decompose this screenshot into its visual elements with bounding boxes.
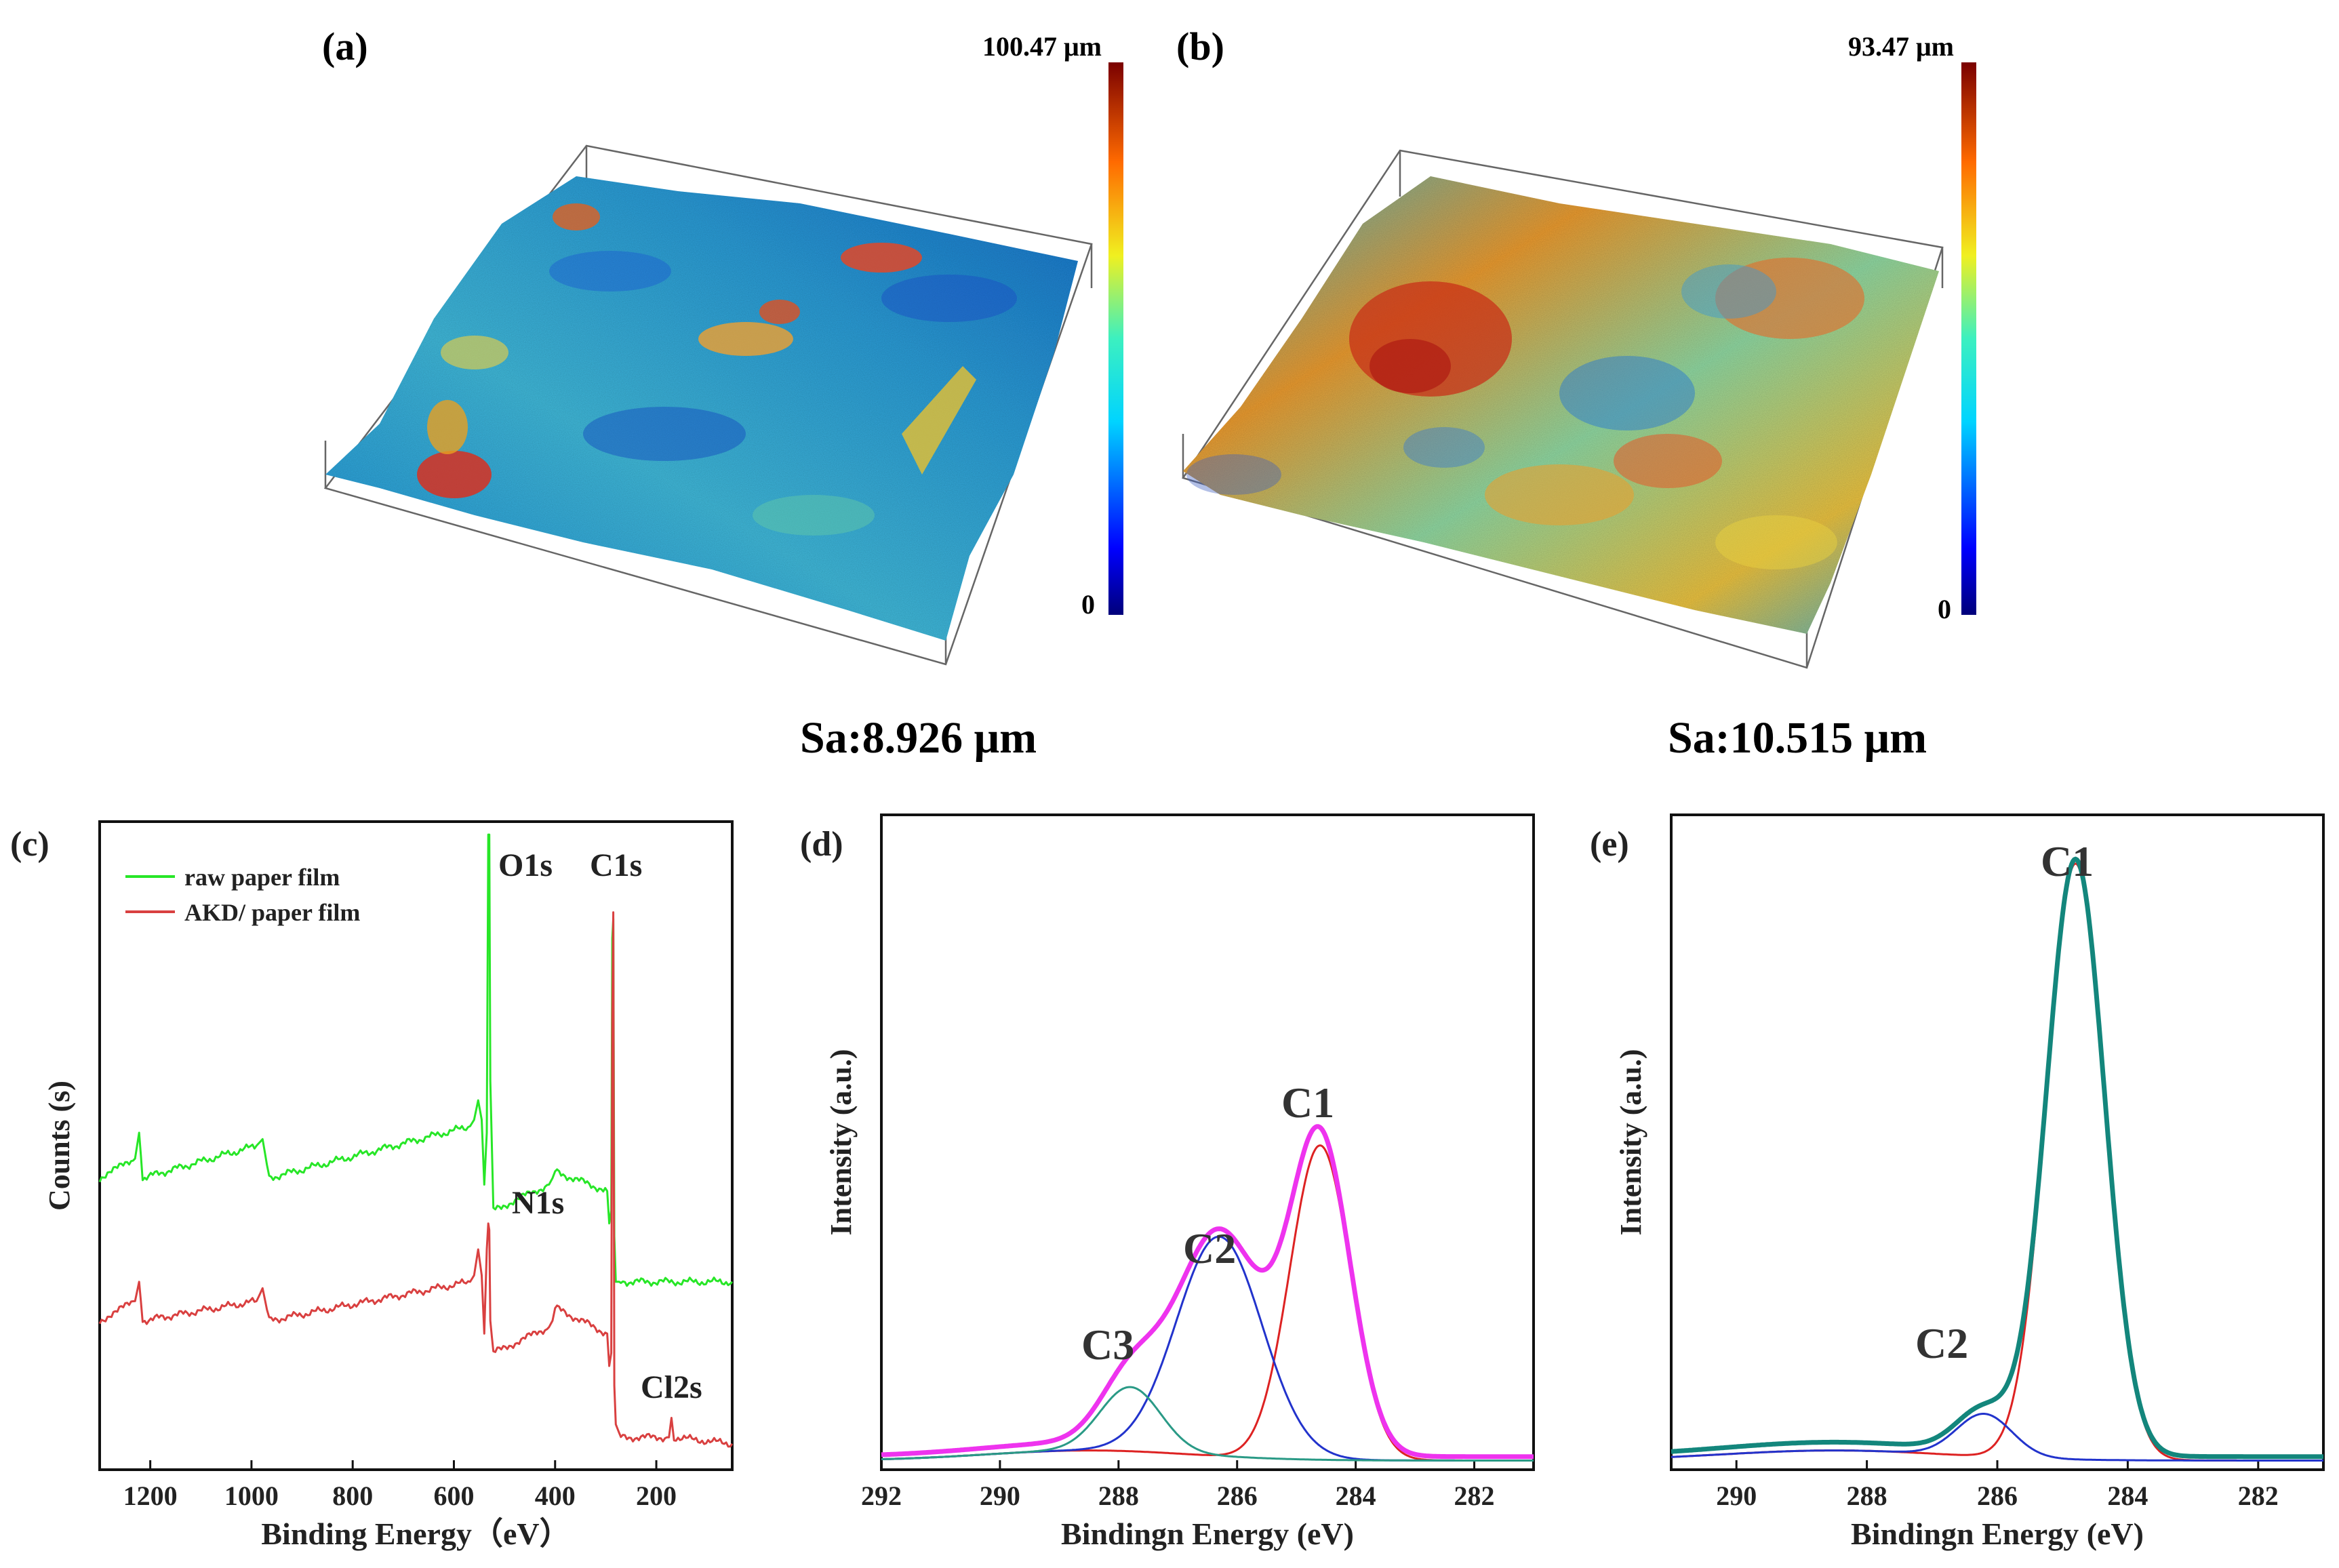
peak-label-e-c2: C2 — [1915, 1319, 1968, 1367]
y-axis-label-d: Intensity (a.u.) — [824, 1049, 858, 1235]
panel-b-box — [1182, 149, 1944, 669]
component-curve-e-c2 — [1671, 1413, 2323, 1462]
envelope-curve-e — [1670, 856, 2325, 1460]
plot-frame-c — [98, 820, 734, 1471]
series-line-c-0 — [98, 833, 734, 1287]
legend-label-c-0: raw paper film — [184, 864, 340, 891]
panel-a-sa: Sa:8.926 μm — [800, 713, 1037, 763]
series-line-c-1 — [98, 911, 734, 1448]
panel-tag-c: (c) — [10, 825, 49, 864]
chart-c: 1200 1000 800 600 400 200 Binding Energy（eV） Co… — [10, 820, 734, 1551]
x-axis-label-e: Bindingn Energy (eV) — [1851, 1516, 2144, 1551]
x-tick-label-d-4: 284 — [1336, 1481, 1376, 1511]
component-curve-d-c1 — [881, 1144, 1534, 1462]
x-tick-label-c-0: 1200 — [123, 1481, 178, 1511]
panel-b-colorbar — [1961, 62, 1976, 615]
panel-b-surface — [1183, 176, 1939, 634]
panel-a-tag: (a) — [322, 24, 368, 68]
x-tick-label-e-1: 288 — [1847, 1481, 1887, 1511]
peak-label-c-1: C1s — [590, 847, 642, 883]
x-tick-label-d-0: 292 — [861, 1481, 902, 1511]
panel-b-tag: (b) — [1176, 24, 1224, 68]
panel-tag-d: (d) — [800, 825, 843, 864]
x-tick-label-d-2: 288 — [1098, 1481, 1139, 1511]
x-tick-label-e-0: 290 — [1716, 1481, 1757, 1511]
x-tick-label-e-3: 284 — [2107, 1481, 2148, 1511]
peak-label-c-3: Cl2s — [641, 1369, 702, 1405]
panel-b-colorbar-max: 93.47 μm — [1848, 31, 1954, 62]
peak-label-c-2: N1s — [512, 1185, 564, 1221]
x-tick-label-c-5: 200 — [636, 1481, 677, 1511]
peak-label-d-c1: C1 — [1281, 1079, 1334, 1127]
plot-frame-e — [1670, 813, 2325, 1471]
component-curve-d-c3 — [881, 1386, 1534, 1462]
envelope-curve-d — [880, 1124, 1535, 1460]
legend-label-c-1: AKD/ paper film — [184, 899, 360, 926]
x-tick-label-d-1: 290 — [980, 1481, 1020, 1511]
peak-label-d-c3: C3 — [1081, 1321, 1134, 1369]
peak-label-d-c2: C2 — [1183, 1224, 1236, 1272]
x-tick-label-c-2: 800 — [332, 1481, 373, 1511]
panel-b-colorbar-min: 0 — [1938, 594, 1951, 624]
peak-label-c-0: O1s — [498, 847, 553, 883]
x-tick-label-c-1: 1000 — [224, 1481, 279, 1511]
panel-a-colorbar — [1108, 62, 1123, 615]
x-tick-label-e-4: 282 — [2238, 1481, 2279, 1511]
panel-a-colorbar-min: 0 — [1081, 589, 1095, 620]
chart-d: 292 290 288 286 284 282 Bindingn Energy (eV) In… — [800, 813, 1535, 1551]
x-tick-label-c-4: 400 — [535, 1481, 576, 1511]
x-axis-label-c: Binding Energy（eV） — [261, 1516, 570, 1551]
panel-b: (b) 93.47 μm 0 Sa:10.515 μm — [1176, 24, 1976, 763]
x-tick-label-c-3: 600 — [433, 1481, 474, 1511]
panel-b-sa: Sa:10.515 μm — [1668, 713, 1927, 763]
y-axis-label-c: Counts (s) — [43, 1081, 76, 1211]
chart-e: 290 288 286 284 282 Bindingn Energy (eV) Inten… — [1590, 813, 2325, 1551]
panel-a-colorbar-max: 100.47 μm — [982, 31, 1102, 62]
y-axis-label-e: Intensity (a.u.) — [1614, 1049, 1647, 1235]
panel-b-features — [1186, 258, 1864, 569]
peak-label-e-c1: C1 — [2041, 837, 2094, 885]
x-tick-label-d-3: 286 — [1217, 1481, 1258, 1511]
x-tick-label-e-2: 286 — [1977, 1481, 2018, 1511]
panel-a: (a) 100.47 μm 0 Sa:8.926 — [322, 24, 1123, 763]
panel-a-features — [417, 203, 1017, 536]
component-curve-e-c1 — [1671, 862, 2323, 1462]
plot-frame-d — [880, 813, 1535, 1471]
panel-tag-e: (e) — [1590, 825, 1629, 864]
x-tick-label-d-5: 282 — [1454, 1481, 1495, 1511]
x-axis-label-d: Bindingn Energy (eV) — [1061, 1516, 1354, 1551]
